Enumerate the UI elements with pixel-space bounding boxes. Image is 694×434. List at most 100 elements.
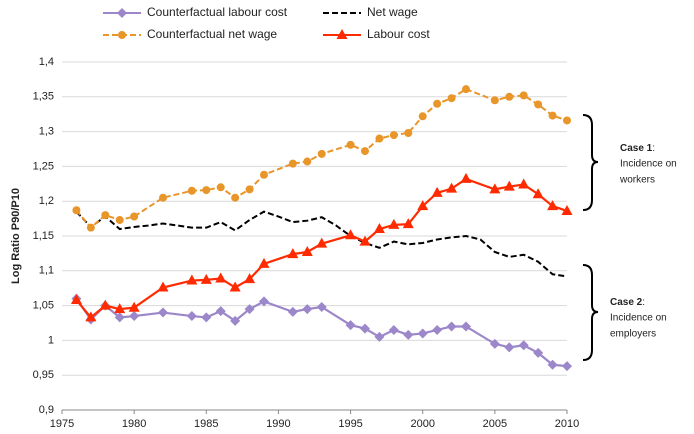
- marker: [245, 185, 254, 194]
- marker: [187, 186, 196, 195]
- marker: [359, 235, 371, 246]
- marker: [316, 301, 327, 312]
- annotation-line: workers: [619, 175, 655, 186]
- marker: [287, 248, 299, 259]
- y-tick-label: 1,2: [39, 195, 54, 207]
- marker: [388, 324, 399, 335]
- marker: [200, 273, 212, 284]
- marker: [533, 347, 544, 358]
- annotation-line: Incidence on: [620, 159, 677, 170]
- marker: [117, 8, 127, 18]
- marker: [431, 186, 443, 197]
- marker: [417, 328, 428, 339]
- marker: [534, 100, 543, 109]
- marker: [345, 320, 356, 331]
- x-tick-label: 1975: [50, 418, 74, 430]
- y-tick-label: 1,1: [39, 265, 54, 277]
- x-tick-label: 2000: [410, 418, 434, 430]
- marker: [159, 193, 167, 202]
- marker: [317, 149, 326, 158]
- marker: [403, 329, 414, 340]
- marker: [114, 303, 126, 314]
- marker: [130, 212, 139, 221]
- marker: [404, 128, 413, 137]
- marker: [301, 246, 313, 257]
- marker: [373, 223, 385, 234]
- legend-label: Net wage: [367, 5, 418, 19]
- marker: [518, 340, 529, 351]
- y-tick-label: 1,05: [33, 300, 54, 312]
- x-tick-label: 1985: [194, 418, 218, 430]
- annotation-label: Case 1: [620, 143, 653, 154]
- marker: [118, 31, 126, 39]
- marker: [532, 188, 544, 199]
- marker: [99, 299, 111, 310]
- marker: [374, 331, 385, 342]
- marker: [345, 229, 357, 240]
- marker: [360, 323, 370, 334]
- marker: [336, 29, 348, 39]
- x-tick-label: 2010: [555, 418, 579, 430]
- marker: [302, 304, 313, 315]
- legend-label: Counterfactual net wage: [147, 27, 277, 41]
- marker: [417, 200, 429, 211]
- series-line: [75, 210, 568, 278]
- y-tick-label: 1,3: [39, 126, 54, 138]
- marker: [447, 94, 456, 103]
- marker: [258, 257, 270, 268]
- annotation-line: employers: [610, 329, 656, 340]
- x-tick-label: 1995: [338, 418, 362, 430]
- marker: [563, 116, 571, 125]
- marker: [202, 186, 211, 195]
- marker: [229, 281, 241, 292]
- y-tick-label: 0,9: [39, 404, 54, 416]
- y-tick-label: 0,95: [33, 369, 54, 381]
- marker: [288, 159, 297, 168]
- marker: [128, 301, 140, 312]
- annotation-suffix: :: [642, 297, 645, 308]
- annotation-label: Case 2: [610, 297, 643, 308]
- marker: [101, 211, 110, 220]
- x-tick-label: 1980: [122, 418, 146, 430]
- marker: [115, 215, 124, 224]
- marker: [446, 182, 458, 193]
- marker: [85, 311, 97, 322]
- marker: [418, 112, 427, 121]
- legend-label: Labour cost: [367, 27, 430, 41]
- marker: [375, 134, 384, 143]
- marker: [548, 111, 557, 120]
- marker: [72, 206, 81, 215]
- marker: [402, 218, 414, 229]
- marker: [157, 281, 169, 292]
- marker: [562, 361, 572, 372]
- marker: [244, 304, 255, 315]
- brace: [582, 264, 599, 361]
- marker: [287, 306, 298, 317]
- marker: [231, 193, 240, 202]
- marker: [547, 200, 559, 211]
- marker: [316, 237, 328, 248]
- marker: [70, 294, 82, 305]
- marker: [186, 311, 197, 322]
- marker: [446, 321, 457, 332]
- marker: [346, 140, 355, 149]
- legend-label: Counterfactual labour cost: [147, 5, 288, 19]
- marker: [158, 307, 168, 318]
- marker: [433, 99, 442, 108]
- marker: [260, 170, 268, 179]
- marker: [259, 296, 269, 307]
- marker: [389, 131, 398, 140]
- marker: [461, 321, 471, 332]
- y-tick-label: 1,4: [39, 56, 54, 68]
- annotation-line: Incidence on: [610, 313, 667, 324]
- marker: [244, 273, 256, 284]
- marker: [547, 359, 558, 370]
- series-line: [75, 177, 568, 319]
- marker: [201, 312, 212, 323]
- brace: [582, 114, 599, 211]
- marker: [490, 96, 499, 105]
- marker: [230, 315, 241, 326]
- marker: [489, 183, 501, 194]
- marker: [114, 312, 125, 323]
